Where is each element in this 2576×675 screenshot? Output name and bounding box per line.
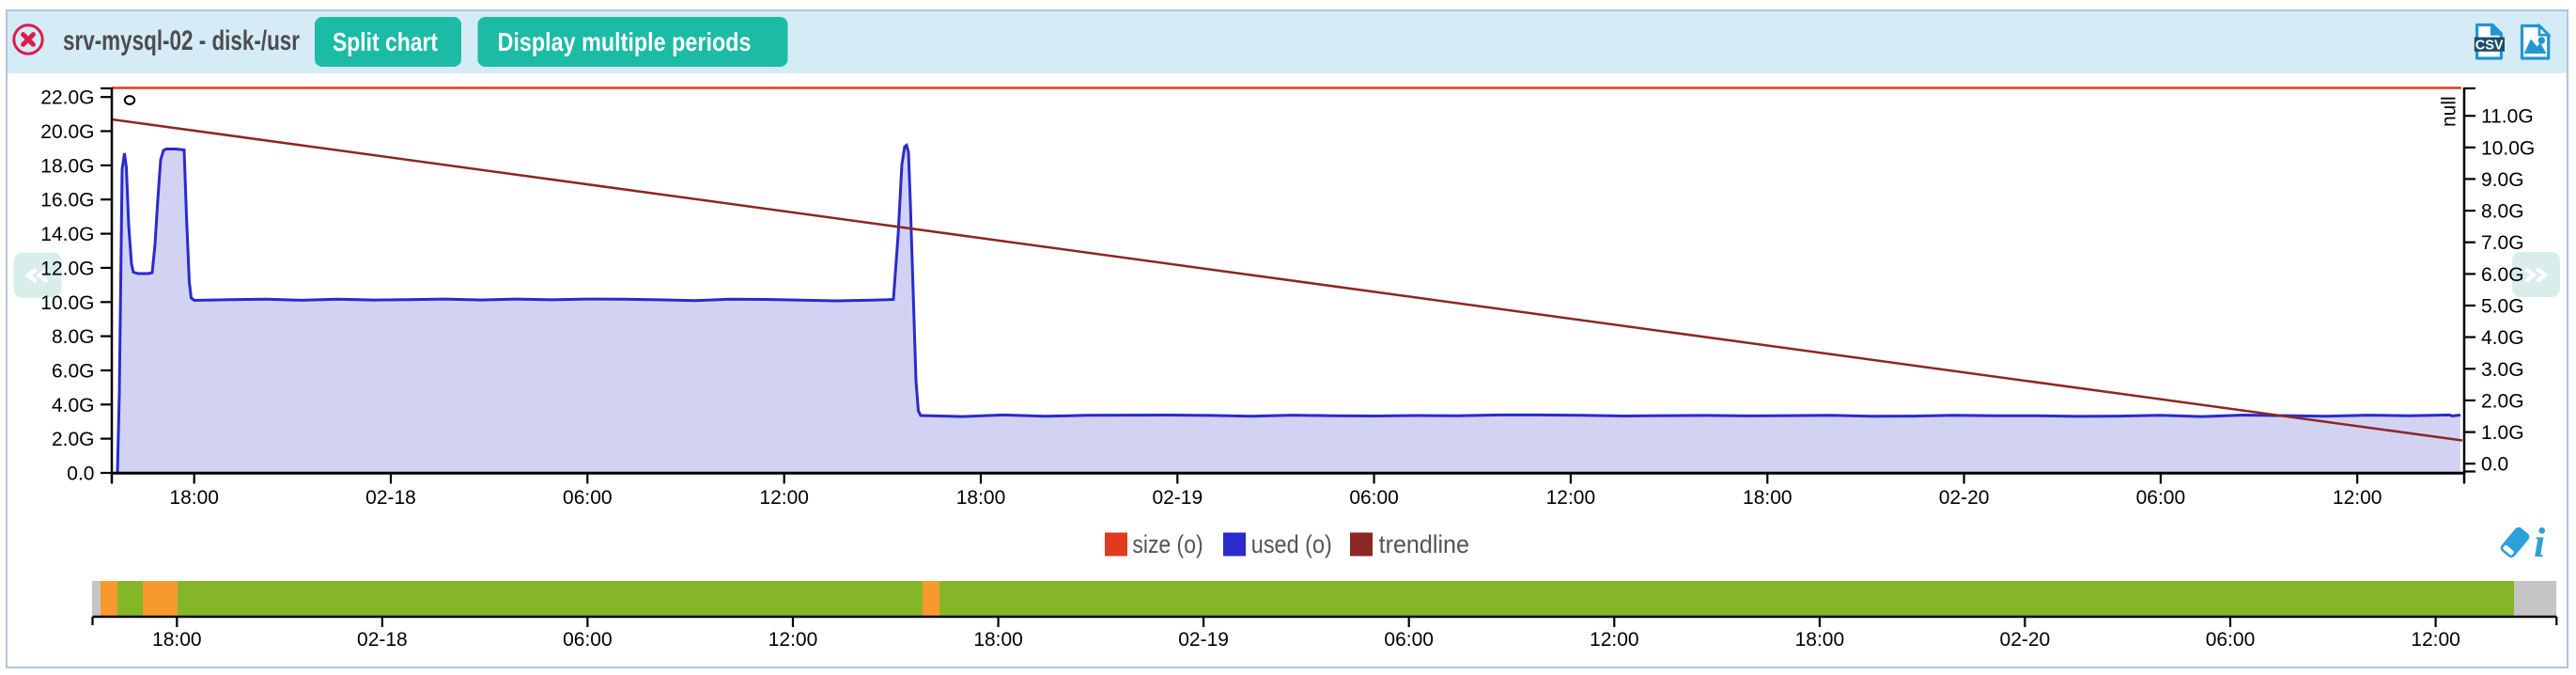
svg-text:18:00: 18:00 [1743, 487, 1792, 509]
svg-text:12:00: 12:00 [759, 487, 809, 509]
svg-text:18:00: 18:00 [956, 487, 1006, 509]
svg-text:16.0G: 16.0G [40, 190, 94, 212]
svg-text:9.0G: 9.0G [2481, 169, 2524, 191]
svg-text:Split chart: Split chart [333, 27, 438, 56]
svg-text:2.0G: 2.0G [2481, 390, 2524, 412]
svg-text:i: i [2534, 520, 2546, 566]
svg-text:06:00: 06:00 [1384, 629, 1434, 651]
svg-text:6.0G: 6.0G [52, 361, 95, 383]
svg-text:12:00: 12:00 [2333, 487, 2382, 509]
svg-text:size (o): size (o) [1132, 530, 1203, 558]
svg-text:22.0G: 22.0G [40, 87, 94, 109]
svg-text:4.0G: 4.0G [2481, 327, 2524, 349]
svg-text:3.0G: 3.0G [2481, 359, 2524, 381]
svg-text:8.0G: 8.0G [52, 326, 95, 348]
svg-text:7.0G: 7.0G [2481, 232, 2524, 254]
svg-text:06:00: 06:00 [563, 629, 613, 651]
svg-text:18:00: 18:00 [169, 487, 219, 509]
svg-text:10.0G: 10.0G [40, 292, 94, 314]
svg-text:8.0G: 8.0G [2481, 201, 2524, 223]
svg-text:null: null [2439, 96, 2460, 127]
svg-text:02-19: 02-19 [1178, 629, 1229, 651]
svg-text:5.0G: 5.0G [2481, 296, 2524, 318]
svg-text:02-20: 02-20 [2000, 629, 2051, 651]
svg-text:18:00: 18:00 [973, 629, 1023, 651]
svg-text:02-18: 02-18 [365, 487, 416, 509]
svg-text:Display multiple periods: Display multiple periods [498, 27, 752, 56]
svg-text:12:00: 12:00 [2411, 629, 2460, 651]
svg-text:06:00: 06:00 [2206, 629, 2256, 651]
svg-text:14.0G: 14.0G [40, 224, 94, 245]
svg-text:02-20: 02-20 [1939, 487, 1990, 509]
svg-text:11.0G: 11.0G [2481, 106, 2534, 128]
svg-text:02-18: 02-18 [357, 629, 408, 651]
svg-text:used (o): used (o) [1251, 530, 1332, 558]
svg-text:12.0G: 12.0G [40, 258, 94, 279]
svg-text:18.0G: 18.0G [40, 155, 94, 177]
svg-text:0.0: 0.0 [2481, 454, 2508, 476]
svg-text:10.0G: 10.0G [2481, 137, 2535, 159]
svg-text:06:00: 06:00 [1349, 487, 1399, 509]
svg-text:20.0G: 20.0G [40, 121, 94, 143]
svg-text:02-19: 02-19 [1152, 487, 1203, 509]
svg-text:12:00: 12:00 [1546, 487, 1596, 509]
svg-text:srv-mysql-02 - disk-/usr: srv-mysql-02 - disk-/usr [63, 25, 300, 56]
svg-text:trendline: trendline [1379, 530, 1469, 558]
svg-text:4.0G: 4.0G [52, 395, 95, 416]
svg-text:18:00: 18:00 [152, 629, 202, 651]
svg-text:6.0G: 6.0G [2481, 264, 2524, 286]
svg-text:CSV: CSV [2475, 38, 2504, 53]
svg-text:18:00: 18:00 [1795, 629, 1845, 651]
svg-text:06:00: 06:00 [2136, 487, 2186, 509]
svg-text:2.0G: 2.0G [52, 429, 95, 450]
svg-text:12:00: 12:00 [1590, 629, 1639, 651]
svg-text:1.0G: 1.0G [2481, 422, 2524, 444]
svg-text:12:00: 12:00 [768, 629, 818, 651]
svg-text:0.0: 0.0 [67, 463, 94, 485]
svg-text:06:00: 06:00 [563, 487, 613, 509]
